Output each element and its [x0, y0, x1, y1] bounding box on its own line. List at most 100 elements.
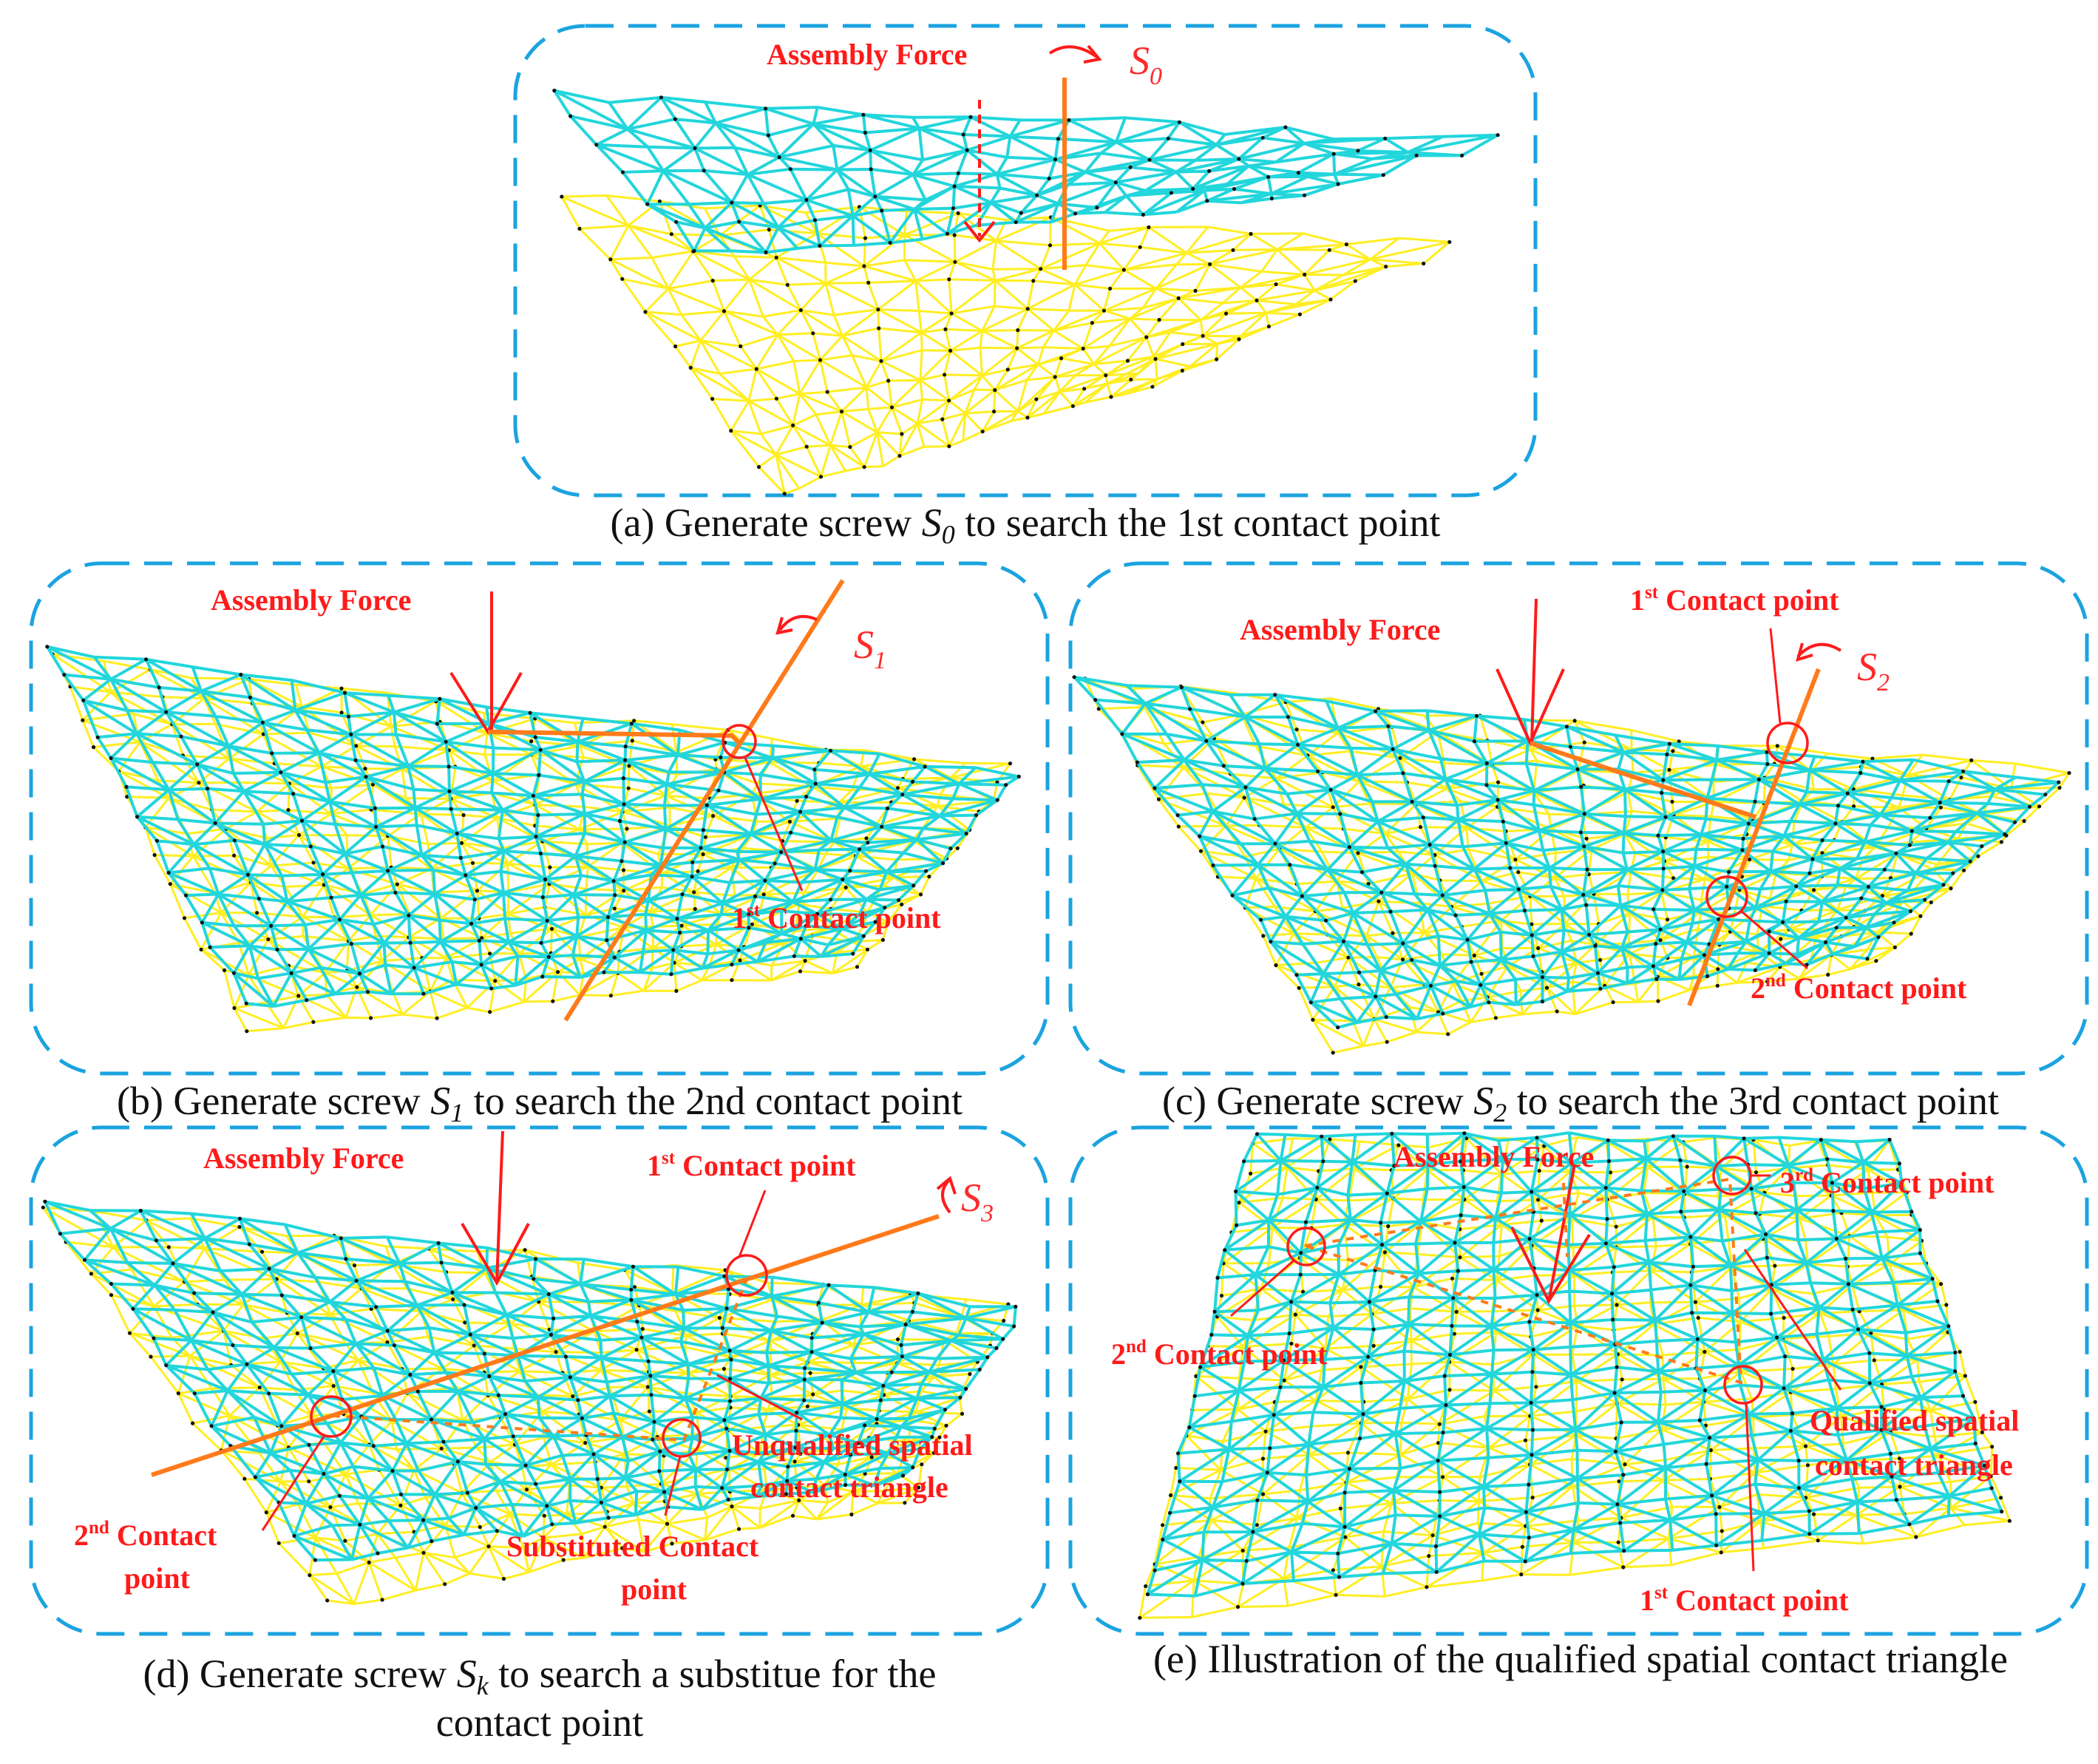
cyan-mesh-node: [468, 1332, 472, 1337]
panel-a-caption: (a) Generate screw S0 to search the 1st …: [610, 501, 1440, 549]
yellow-mesh-node: [696, 869, 700, 874]
cyan-mesh-node: [1321, 1159, 1325, 1164]
cyan-mesh-node: [195, 762, 200, 767]
yellow-mesh-node: [1293, 1312, 1297, 1317]
cyan-mesh-node: [1844, 915, 1848, 920]
cyan-mesh-node: [1725, 884, 1729, 889]
yellow-mesh-node: [266, 937, 271, 942]
yellow-mesh-node: [897, 454, 902, 458]
cyan-mesh-node: [1230, 893, 1235, 898]
yellow-mesh-node: [1108, 286, 1113, 291]
yellow-mesh-node: [560, 194, 564, 199]
yellow-mesh-node: [501, 1576, 506, 1581]
cyan-mesh-node: [1234, 1223, 1239, 1227]
yellow-mesh-node: [1282, 1378, 1286, 1383]
cyan-mesh-node: [602, 970, 606, 974]
cyan-mesh-node: [1946, 1324, 1951, 1329]
cyan-mesh-node: [1367, 1300, 1371, 1304]
cyan-mesh-node: [1834, 1236, 1839, 1241]
panel-b-upper-mesh: [45, 645, 1021, 1008]
yellow-mesh-node: [927, 875, 931, 879]
cyan-mesh-node: [1765, 750, 1769, 754]
cyan-mesh-node: [1501, 819, 1505, 824]
cyan-mesh-node: [164, 1363, 169, 1368]
cyan-mesh-node: [861, 934, 866, 938]
cyan-mesh-node: [726, 1497, 730, 1502]
yellow-mesh-node: [1790, 1366, 1795, 1371]
cyan-mesh-node: [1177, 120, 1181, 124]
yellow-mesh-node: [1621, 1565, 1626, 1570]
cyan-mesh-node: [1459, 1213, 1463, 1218]
cyan-mesh-node: [1613, 1449, 1618, 1453]
yellow-mesh-node: [1523, 1438, 1528, 1442]
yellow-mesh-node: [475, 889, 480, 893]
cyan-mesh-node: [183, 893, 189, 898]
yellow-mesh-node: [89, 1272, 93, 1276]
yellow-mesh-node: [1255, 298, 1259, 302]
cyan-mesh-node: [247, 1242, 251, 1246]
yellow-mesh-node: [1671, 876, 1676, 881]
cyan-mesh-node: [534, 835, 538, 839]
cyan-mesh-node: [1741, 836, 1745, 841]
cyan-mesh-node: [1781, 920, 1785, 924]
cyan-mesh-node: [1982, 1463, 1986, 1468]
cyan-mesh-node: [209, 1424, 214, 1428]
cyan-mesh-node: [1456, 1269, 1460, 1273]
yellow-mesh-node: [1156, 797, 1161, 801]
cyan-mesh-node: [1909, 1210, 1914, 1214]
yellow-mesh-node: [670, 1541, 674, 1546]
cyan-mesh-node: [856, 1441, 860, 1445]
cyan-mesh-node: [804, 923, 809, 928]
cyan-mesh-edges: [46, 645, 1020, 1008]
cyan-mesh-node: [612, 955, 617, 960]
yellow-mesh-node: [1990, 1445, 1995, 1449]
cyan-mesh-node: [135, 815, 140, 819]
yellow-mesh-node: [645, 1385, 650, 1389]
cyan-mesh-node: [622, 840, 627, 844]
cyan-mesh-node: [961, 132, 965, 137]
yellow-mesh-node: [900, 902, 904, 906]
yellow-mesh-node: [2007, 1519, 2012, 1523]
cyan-mesh-node: [629, 1297, 634, 1302]
yellow-mesh-node: [767, 228, 771, 232]
cyan-mesh-node: [1272, 1413, 1276, 1417]
cyan-mesh-node: [804, 197, 809, 202]
yellow-mesh-node: [1519, 1573, 1524, 1577]
cyan-mesh-node: [1618, 1521, 1623, 1525]
cyan-mesh-node: [1342, 1524, 1347, 1529]
panel-e-lower-mesh: [1138, 1136, 2012, 1620]
yellow-mesh-node: [1327, 248, 1331, 252]
yellow-mesh-node: [711, 814, 716, 818]
cyan-mesh-node: [813, 781, 818, 786]
cyan-mesh-node: [849, 1453, 853, 1457]
cyan-mesh-node: [1834, 926, 1839, 930]
cyan-mesh-node: [374, 824, 378, 829]
cyan-mesh-node: [1714, 1543, 1719, 1547]
cyan-mesh-node: [802, 1398, 807, 1402]
cyan-mesh-node: [1622, 1549, 1626, 1553]
yellow-mesh-node: [947, 277, 951, 282]
yellow-mesh-node: [1025, 307, 1030, 311]
cyan-mesh-node: [62, 673, 67, 677]
yellow-mesh-node: [931, 1451, 936, 1455]
cyan-mesh-node: [1810, 857, 1815, 861]
cyan-mesh-node: [1381, 173, 1385, 177]
cyan-mesh-node: [82, 1258, 87, 1262]
cyan-mesh-node: [611, 879, 616, 883]
yellow-mesh-node: [1274, 282, 1278, 287]
yellow-mesh-node: [561, 1558, 566, 1562]
cyan-mesh-node: [407, 913, 411, 917]
panel-d-substituted-label-line1: Substituted Contact: [506, 1530, 759, 1563]
yellow-mesh-node: [632, 719, 636, 723]
yellow-mesh-node: [182, 916, 187, 920]
panel-b-rotation-arrowhead: [775, 617, 793, 635]
cyan-mesh-node: [730, 200, 734, 205]
cyan-mesh-node: [257, 896, 261, 901]
panel-d-contact2-label-line2: point: [124, 1561, 191, 1595]
cyan-mesh-node: [777, 155, 781, 160]
panel-d-screw-axis: [151, 1214, 940, 1477]
cyan-mesh-node: [728, 1399, 733, 1403]
panel-e-frame: [1068, 1125, 2089, 1636]
cyan-mesh-node: [435, 722, 439, 726]
cyan-mesh-node: [1093, 698, 1098, 702]
